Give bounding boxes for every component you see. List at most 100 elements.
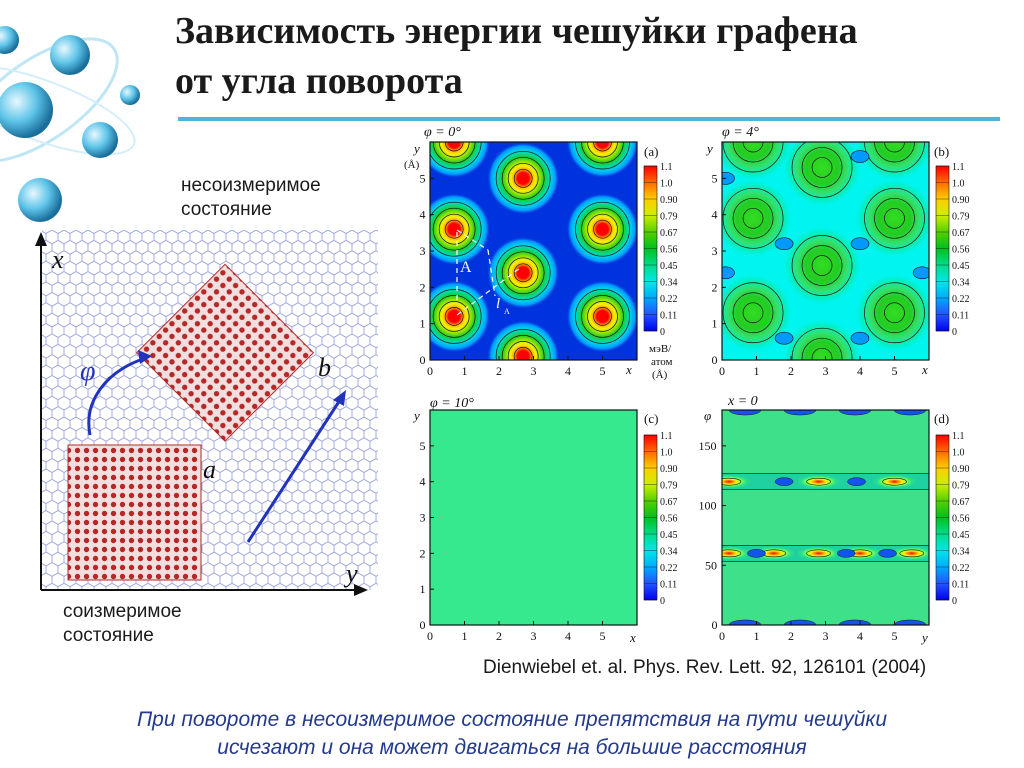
contour-line bbox=[801, 245, 843, 286]
molecule-icon bbox=[0, 26, 140, 222]
x-tick-label: 5 bbox=[892, 629, 898, 643]
x-tick-label: 5 bbox=[600, 364, 606, 378]
panel-a-peaks bbox=[430, 142, 637, 360]
y-tick-label: 4 bbox=[420, 475, 426, 489]
contour-line bbox=[432, 207, 476, 251]
colorbar-unit-line-3: (Å) bbox=[652, 369, 668, 381]
contour-line bbox=[507, 341, 539, 360]
colorbar-tick-label: 0.67 bbox=[952, 497, 970, 508]
energy-maximum bbox=[889, 546, 929, 561]
contour-line bbox=[722, 282, 784, 344]
panel-b-xlabel: x bbox=[921, 362, 928, 377]
colorbar-tick-label: 1.0 bbox=[952, 448, 965, 459]
energy-minimum bbox=[850, 150, 870, 163]
contour-line bbox=[874, 197, 915, 239]
contour-line bbox=[722, 477, 742, 486]
title-rule bbox=[178, 117, 1000, 121]
y-tick-label: 0 bbox=[712, 618, 718, 632]
colorbar-tick-label: 0.22 bbox=[952, 294, 970, 305]
energy-minimum bbox=[783, 410, 817, 416]
y-tick-label: 0 bbox=[420, 353, 426, 367]
energy-maximum bbox=[782, 142, 863, 208]
panel-a-angle: φ = 0° bbox=[424, 125, 461, 140]
energy-maximum bbox=[430, 280, 491, 353]
contour-line bbox=[501, 156, 545, 200]
colorbar-tick-label: 0.34 bbox=[952, 547, 970, 558]
energy-maximum bbox=[854, 178, 929, 259]
y-tick-label: 3 bbox=[420, 511, 426, 525]
panel-a-yunit: (Å) bbox=[404, 159, 420, 171]
x-tick-label: 3 bbox=[823, 364, 829, 378]
arrowhead-right-icon bbox=[354, 584, 368, 596]
contour-line bbox=[593, 142, 612, 152]
incommensurate-label: несоизмеримое состояние bbox=[181, 174, 321, 222]
marker-a: A bbox=[460, 259, 472, 276]
citation: Dienwiebel et. al. Phys. Rev. Lett. 92, … bbox=[483, 657, 927, 678]
contour-line bbox=[432, 295, 476, 338]
contour-line bbox=[581, 142, 624, 164]
colorbar-tick-label: 0 bbox=[952, 596, 957, 607]
contour-line bbox=[791, 327, 853, 360]
contour-line bbox=[722, 549, 742, 558]
contour-line bbox=[444, 219, 464, 239]
colorbar-tick-label: 1.1 bbox=[952, 162, 965, 173]
energy-minimum bbox=[912, 266, 929, 280]
colorbar-tick-label: 0.90 bbox=[660, 464, 678, 475]
energy-minimum bbox=[747, 549, 766, 558]
contour-line bbox=[801, 147, 843, 188]
energy-minimum bbox=[722, 266, 735, 280]
colorbar-tick-label: 0.67 bbox=[952, 228, 970, 239]
x-tick-label: 2 bbox=[788, 629, 794, 643]
panel-d-letter: (d) bbox=[934, 411, 949, 426]
x-tick-label: 2 bbox=[496, 364, 502, 378]
contour-line bbox=[864, 142, 925, 173]
panel-c-letter: (c) bbox=[644, 411, 658, 426]
contour-line bbox=[430, 201, 482, 257]
panel-a-xlabel: x bbox=[625, 362, 632, 377]
x-tick-label: 2 bbox=[496, 629, 502, 643]
colorbar-tick-label: 0.11 bbox=[660, 311, 677, 322]
contour-line bbox=[513, 347, 533, 360]
rotation-arrow bbox=[87, 356, 147, 436]
x-tick-label: 3 bbox=[823, 629, 829, 643]
contour-line bbox=[811, 255, 833, 276]
contour-line bbox=[593, 219, 612, 239]
y-tick-label: 1 bbox=[712, 317, 718, 331]
colorbar-tick-label: 0.45 bbox=[660, 530, 678, 541]
energy-maximum bbox=[566, 280, 637, 353]
contour-line bbox=[438, 213, 470, 245]
energy-maximum bbox=[487, 142, 560, 215]
colorbar-tick-label: 0.90 bbox=[952, 195, 970, 206]
page-title: Зависимость энергии чешуйки графена от у… bbox=[175, 6, 1015, 106]
energy-minimum bbox=[850, 331, 870, 345]
commensurate-label: соизмеримое состояние bbox=[63, 600, 182, 648]
colorbar-unit-line-2: атом bbox=[651, 356, 673, 368]
contour-line bbox=[444, 307, 464, 326]
contour-line bbox=[587, 142, 618, 158]
panel-a-ticks: 0 1 2 3 4 5 0 1 2 3 4 5 bbox=[420, 171, 606, 378]
y-tick-label: 4 bbox=[420, 208, 426, 222]
panel-b-peaks bbox=[722, 142, 929, 360]
y-tick-label: 5 bbox=[712, 171, 718, 185]
angle-label: φ bbox=[80, 356, 96, 387]
contour-line bbox=[811, 157, 833, 178]
contour-line bbox=[732, 142, 774, 163]
contour-line bbox=[507, 162, 539, 194]
colorbar-tick-label: 0.79 bbox=[660, 212, 678, 223]
y-tick-label: 1 bbox=[420, 582, 426, 596]
contour-line bbox=[864, 187, 925, 249]
contour-line bbox=[801, 337, 843, 360]
contour-line bbox=[575, 142, 630, 170]
contour-line bbox=[513, 168, 533, 188]
colorbar-tick-label: 1.1 bbox=[660, 431, 673, 442]
energy-minimum bbox=[728, 410, 762, 416]
colorbar-tick-label: 0.11 bbox=[952, 580, 969, 591]
energy-minimum bbox=[722, 172, 735, 185]
translation-arrow bbox=[246, 399, 342, 543]
panel-a-letter: (a) bbox=[644, 144, 658, 159]
contour-line bbox=[732, 292, 774, 334]
commensurate-label-line-2: состояние bbox=[63, 625, 154, 646]
panel-b-angle: φ = 4° bbox=[722, 125, 759, 140]
energy-minimum bbox=[838, 619, 872, 625]
